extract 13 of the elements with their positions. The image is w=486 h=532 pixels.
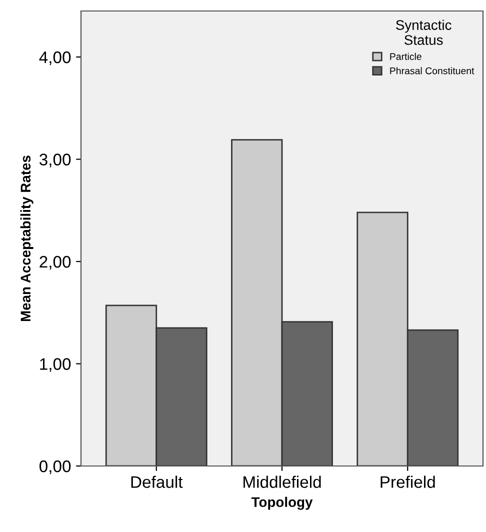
- x-axis-title: Topology: [251, 496, 313, 510]
- y-tick-label: 0,00: [39, 460, 71, 474]
- y-tick-label: 2,00: [40, 256, 71, 270]
- x-tick-label: Default: [131, 476, 183, 488]
- y-tick-label: 4,00: [39, 51, 71, 66]
- legend-label: Particle: [390, 52, 422, 60]
- y-tick-label: 1,00: [40, 358, 71, 372]
- x-tick-label: Prefield: [380, 476, 435, 488]
- y-axis-title: Mean Acceptability Rates: [20, 156, 34, 322]
- x-tick-label: Middlefield: [244, 476, 321, 488]
- y-tick-label: 3,00: [39, 154, 71, 168]
- legend-label: Phrasal Constituent: [390, 67, 474, 74]
- legend-title: Syntactic Status: [396, 20, 452, 45]
